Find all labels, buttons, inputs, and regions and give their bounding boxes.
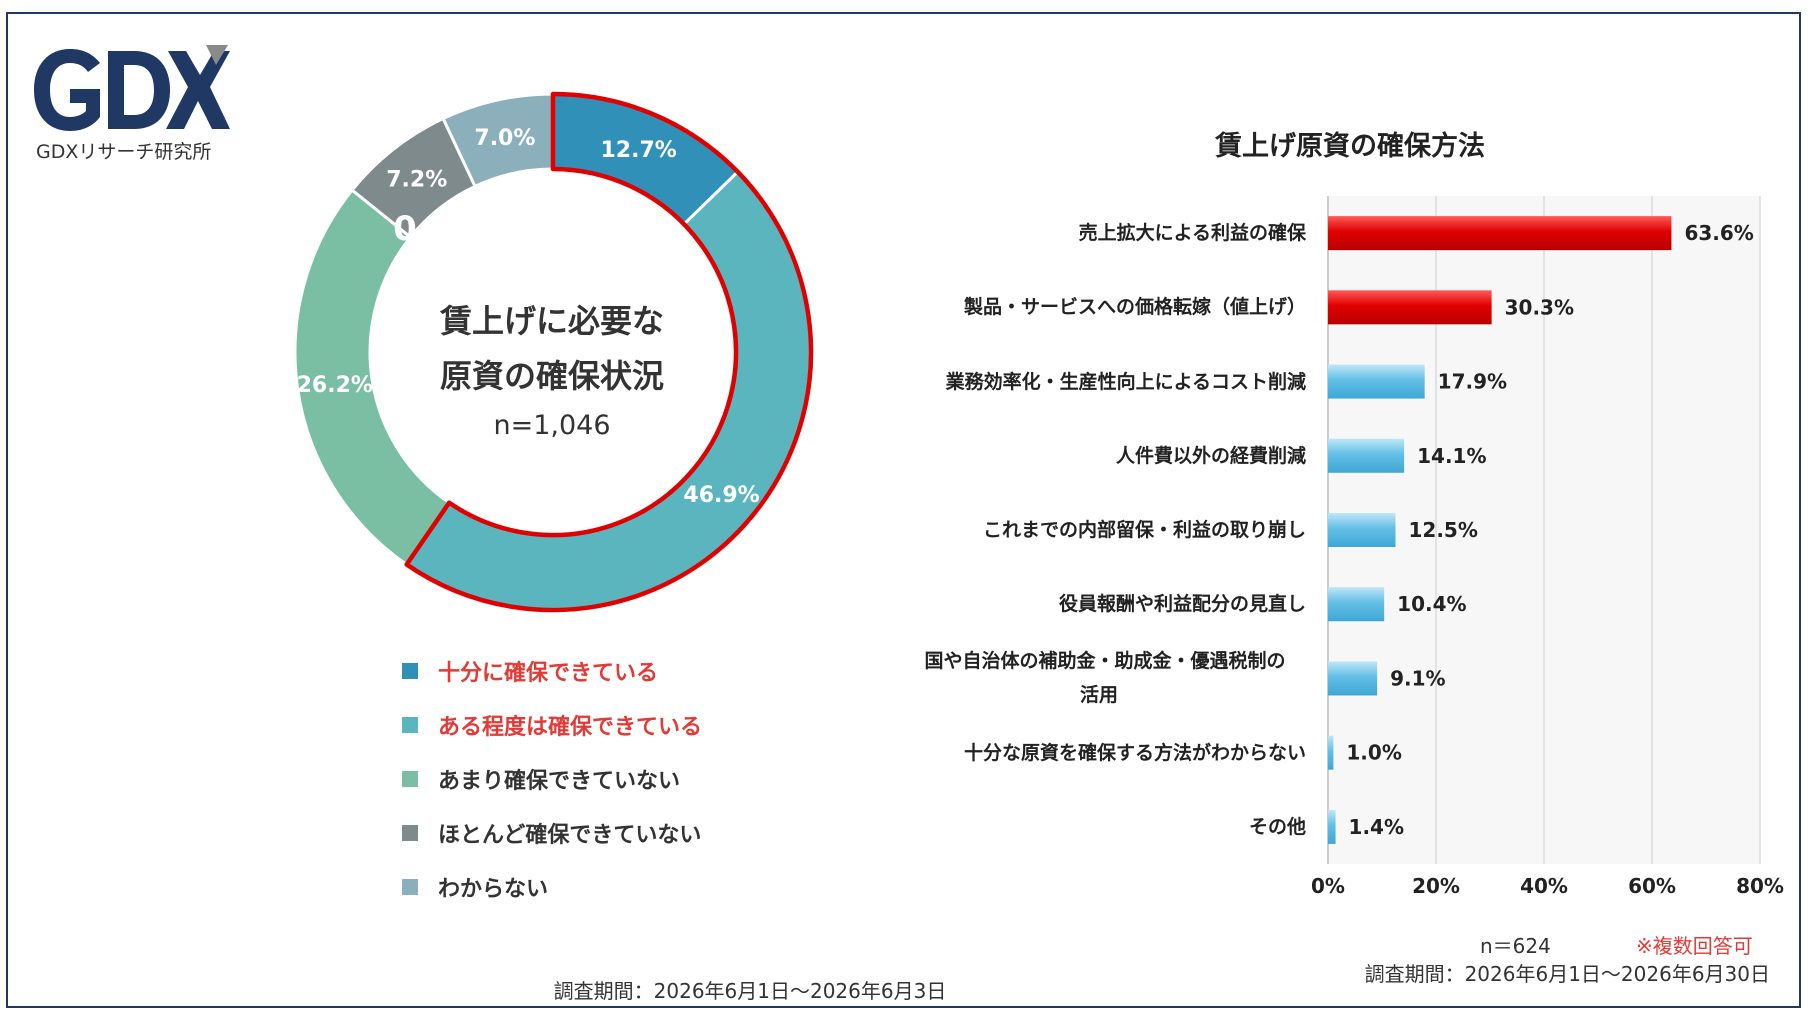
bar-tick-label: 60% — [1628, 874, 1676, 898]
bar-4 — [1328, 438, 1405, 473]
donut-title: 賃上げに必要な 原資の確保状況 — [392, 294, 712, 404]
donut-title-line1: 賃上げに必要な — [439, 302, 664, 340]
bar-1 — [1328, 216, 1672, 251]
donut-slice-label-4: 7.2% — [386, 168, 447, 193]
bar-category-label-line1: 国や自治体の補助金・助成金・優遇税制の — [924, 650, 1286, 673]
donut-title-line2: 原資の確保状況 — [439, 357, 664, 395]
legend-label: わからない — [438, 877, 549, 902]
bar-chart-title: 賃上げ原資の確保方法 — [1215, 131, 1485, 162]
bar-sample-size: n＝624 — [1480, 934, 1551, 958]
bar-tick-label: 0% — [1311, 874, 1345, 898]
bar-value-label-6: 10.4% — [1397, 592, 1466, 616]
donut-slice-label-1: 12.7% — [600, 138, 676, 163]
donut-highlight-outline — [404, 91, 814, 613]
bar-category-label-5: これまでの内部留保・利益の取り崩し — [982, 519, 1306, 541]
legend-label: ほとんど確保できていない — [438, 823, 702, 848]
legend-item-1: 十分に確保できている — [402, 656, 658, 686]
bar-9 — [1328, 809, 1336, 844]
bar-value-label-7: 9.1% — [1390, 666, 1445, 690]
bar-value-label-2: 30.3% — [1505, 295, 1574, 319]
bar-value-label-5: 12.5% — [1409, 518, 1478, 542]
logo-subtitle: GDXリサーチ研究所 — [36, 141, 212, 163]
bar-value-label-9: 1.4% — [1349, 815, 1404, 839]
legend-label: 十分に確保できている — [438, 661, 659, 686]
bar-survey-period: 調査期間：2026年6月1日～2026年6月30日 — [1364, 962, 1770, 986]
legend-item-4: ほとんど確保できていない — [402, 818, 701, 848]
bar-tick-label: 20% — [1412, 874, 1460, 898]
donut-slice-label-2: 46.9% — [683, 483, 759, 508]
bar-category-label-2: 製品・サービスへの価格転嫁（値上げ） — [963, 296, 1306, 319]
bar-6 — [1328, 587, 1385, 622]
bar-3 — [1328, 364, 1425, 399]
bar-5 — [1328, 513, 1396, 547]
donut-stray-label: 0 — [393, 209, 417, 249]
legend-item-3: あまり確保できていない — [402, 764, 680, 794]
legend-swatch — [402, 879, 418, 895]
donut-slice-label-5: 7.0% — [474, 126, 535, 151]
bar-category-label-line2: 活用 — [1080, 684, 1119, 707]
donut-slice-3 — [293, 187, 452, 567]
bar-7 — [1328, 661, 1378, 696]
bar-category-label-1: 売上拡大による利益の確保 — [1078, 222, 1306, 245]
bar-value-label-1: 63.6% — [1684, 221, 1753, 245]
bar-value-label-8: 1.0% — [1346, 741, 1401, 765]
bar-category-label-7: 国や自治体の補助金・助成金・優遇税制の活用 — [900, 644, 1310, 712]
legend-swatch — [402, 663, 418, 679]
bar-multiple-answer-note: ※複数回答可 — [1636, 934, 1753, 958]
bar-tick-label: 40% — [1520, 874, 1568, 898]
bar-tick-label: 80% — [1736, 874, 1784, 898]
legend-swatch — [402, 825, 418, 841]
gdx-logo — [34, 45, 230, 131]
bar-value-label-3: 17.9% — [1438, 370, 1507, 394]
legend-label: ある程度は確保できている — [438, 715, 703, 740]
legend-item-2: ある程度は確保できている — [402, 710, 702, 740]
bar-category-label-4: 人件費以外の経費削減 — [1115, 444, 1306, 467]
donut-sample-size: n=1,046 — [493, 410, 611, 441]
bar-category-label-9: その他 — [1248, 815, 1306, 838]
donut-survey-period: 調査期間：2026年6月1日～2026年6月3日 — [553, 979, 947, 1003]
donut-slice-label-3: 26.2% — [297, 373, 373, 398]
bar-value-label-4: 14.1% — [1417, 444, 1486, 468]
bar-category-label-3: 業務効率化・生産性向上によるコスト削減 — [945, 370, 1306, 393]
bar-category-label-8: 十分な原資を確保する方法がわからない — [963, 741, 1306, 764]
legend-swatch — [402, 771, 418, 787]
bar-8 — [1328, 735, 1334, 770]
legend-label: あまり確保できていない — [438, 769, 681, 794]
bar-2 — [1328, 290, 1492, 325]
legend-swatch — [402, 717, 418, 733]
legend-item-5: わからない — [402, 872, 548, 902]
bar-category-label-6: 役員報酬や利益配分の見直し — [1058, 593, 1306, 616]
